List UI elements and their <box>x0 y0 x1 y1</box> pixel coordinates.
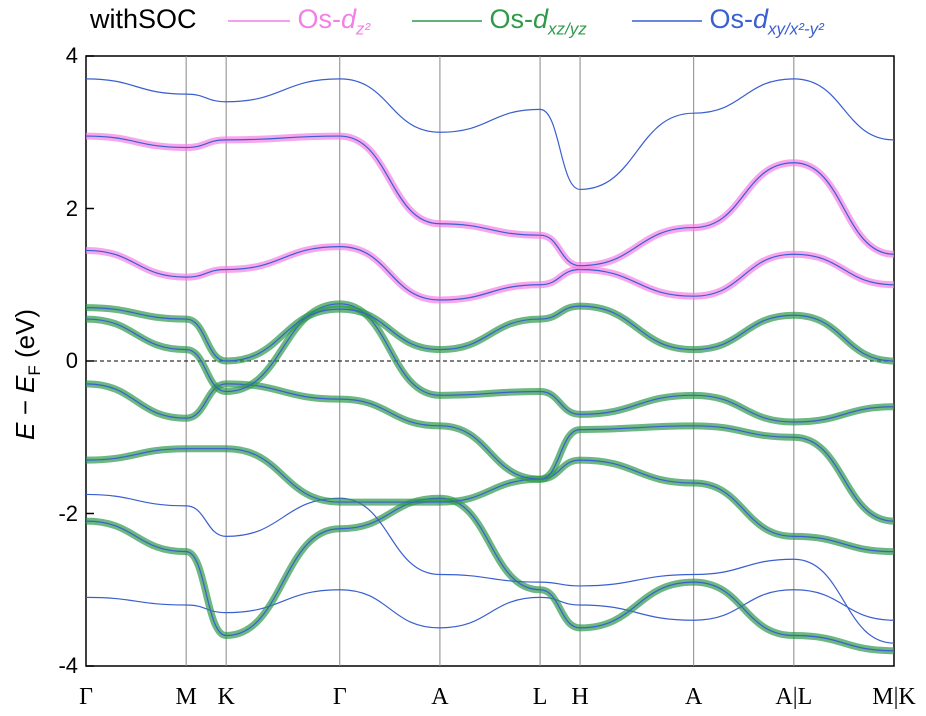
legend-entry-dxy: Os-dxy/x²-y² <box>632 4 824 39</box>
x-tick-label: Γ <box>332 684 347 710</box>
bands-group <box>85 78 895 655</box>
legend-label-dxy: Os-dxy/x²-y² <box>709 4 824 39</box>
band-10 <box>85 78 895 191</box>
legend-line-dz2 <box>228 20 290 22</box>
y-tick-label: 2 <box>65 195 78 221</box>
band-9 <box>85 135 895 267</box>
legend-label-dz2: Os-dz² <box>297 4 371 39</box>
band-2-weight <box>85 494 895 655</box>
legend-title: withSOC <box>90 4 197 34</box>
y-tick-label: 4 <box>65 43 78 68</box>
band-2 <box>85 497 895 652</box>
band-8 <box>85 246 895 301</box>
x-tick-label: Γ <box>79 684 93 710</box>
band-7 <box>85 305 895 362</box>
x-tick-label: M <box>175 684 197 710</box>
y-tick-label: -2 <box>58 500 78 526</box>
x-tick-label: M|K <box>872 684 916 710</box>
band-4 <box>85 448 895 553</box>
legend-line-dxz <box>412 20 482 22</box>
x-tick-label: L <box>532 684 548 710</box>
legend-entry-dxz: Os-dxz/yz <box>412 4 587 39</box>
legend-entry-dz2: Os-dz² <box>228 4 370 39</box>
y-tick-label: -4 <box>58 653 78 678</box>
legend-label-dxz: Os-dxz/yz <box>489 4 587 39</box>
y-tick-label: 0 <box>65 348 78 373</box>
x-tick-label: K <box>217 684 235 710</box>
band-5 <box>85 383 895 522</box>
x-tick-label: H <box>571 684 589 710</box>
band-6 <box>85 303 895 423</box>
band-4-weight <box>85 445 895 556</box>
y-axis-label: E − EF (eV) <box>10 308 45 440</box>
legend-line-dxy <box>632 20 702 22</box>
band-3 <box>85 493 895 644</box>
x-tick-label: A|L <box>775 684 813 710</box>
x-tick-label: A <box>685 684 703 710</box>
y-tick-marks <box>86 55 94 667</box>
band-9-weight <box>85 132 895 270</box>
band-7-weight <box>85 302 895 365</box>
x-tick-label: A <box>431 684 449 710</box>
